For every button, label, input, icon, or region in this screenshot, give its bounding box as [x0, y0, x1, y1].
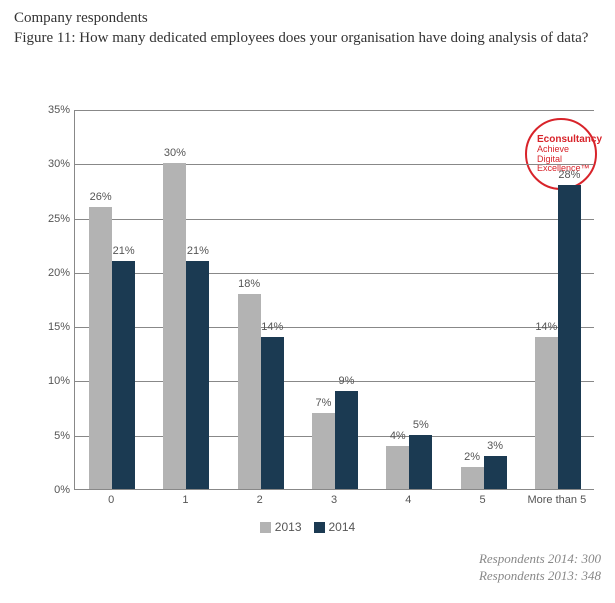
- grid-line: [75, 273, 594, 274]
- bar-value-label: 21%: [187, 245, 209, 257]
- bar: [535, 337, 558, 489]
- bar: [409, 435, 432, 489]
- bar: [386, 446, 409, 489]
- x-tick-label: 0: [108, 494, 114, 506]
- chart-area: 26% 21% 30% 21% 18% 14% 7% 9% 4% 5% 2% 3% 14% 28% 0% 5…: [38, 110, 598, 510]
- y-tick-label: 25%: [38, 213, 70, 225]
- bar-value-label: 14%: [535, 321, 557, 333]
- grid-line: [75, 381, 594, 382]
- bar: [312, 413, 335, 489]
- bar: [238, 294, 261, 489]
- bar-value-label: 2%: [464, 451, 480, 463]
- bar-value-label: 7%: [316, 397, 332, 409]
- footer-line: Respondents 2014: 300: [479, 550, 601, 568]
- bar: [112, 261, 135, 489]
- bar-value-label: 21%: [113, 245, 135, 257]
- y-tick-label: 15%: [38, 321, 70, 333]
- grid-line: [75, 110, 594, 111]
- grid-line: [75, 327, 594, 328]
- bar: [163, 163, 186, 489]
- bar-value-label: 28%: [558, 169, 580, 181]
- bar: [558, 185, 581, 489]
- x-tick-label: 3: [331, 494, 337, 506]
- y-tick-label: 30%: [38, 158, 70, 170]
- grid-line: [75, 219, 594, 220]
- chart-header: Company respondents Figure 11: How many …: [0, 0, 615, 48]
- plot-area: 26% 21% 30% 21% 18% 14% 7% 9% 4% 5% 2% 3% 14% 28%: [74, 110, 594, 490]
- bar: [186, 261, 209, 489]
- y-tick-label: 5%: [38, 430, 70, 442]
- bar-value-label: 30%: [164, 147, 186, 159]
- bar: [461, 467, 484, 489]
- x-tick-label: 4: [405, 494, 411, 506]
- bar-value-label: 9%: [339, 375, 355, 387]
- y-tick-label: 35%: [38, 104, 70, 116]
- x-tick-label: More than 5: [527, 494, 586, 506]
- bar-value-label: 18%: [238, 278, 260, 290]
- bar: [89, 207, 112, 489]
- legend-item: 2014: [314, 520, 356, 534]
- suptitle: Company respondents: [14, 10, 601, 27]
- x-tick-label: 1: [182, 494, 188, 506]
- x-tick-label: 2: [257, 494, 263, 506]
- footer-notes: Respondents 2014: 300 Respondents 2013: …: [479, 550, 601, 585]
- y-tick-label: 20%: [38, 267, 70, 279]
- legend-label: 2013: [275, 520, 302, 534]
- legend-swatch: [260, 522, 271, 533]
- bar-value-label: 26%: [90, 191, 112, 203]
- chart-title: Figure 11: How many dedicated employees …: [14, 28, 601, 48]
- bar: [484, 456, 507, 489]
- bar-value-label: 3%: [487, 440, 503, 452]
- bar-value-label: 5%: [413, 419, 429, 431]
- x-tick-label: 5: [480, 494, 486, 506]
- legend-label: 2014: [329, 520, 356, 534]
- grid-line: [75, 164, 594, 165]
- bar-value-label: 14%: [261, 321, 283, 333]
- bar: [261, 337, 284, 489]
- bar-value-label: 4%: [390, 430, 406, 442]
- y-tick-label: 10%: [38, 375, 70, 387]
- legend-item: 2013: [260, 520, 302, 534]
- bar: [335, 391, 358, 489]
- legend-swatch: [314, 522, 325, 533]
- footer-line: Respondents 2013: 348: [479, 567, 601, 585]
- y-tick-label: 0%: [38, 484, 70, 496]
- legend: 2013 2014: [0, 520, 615, 536]
